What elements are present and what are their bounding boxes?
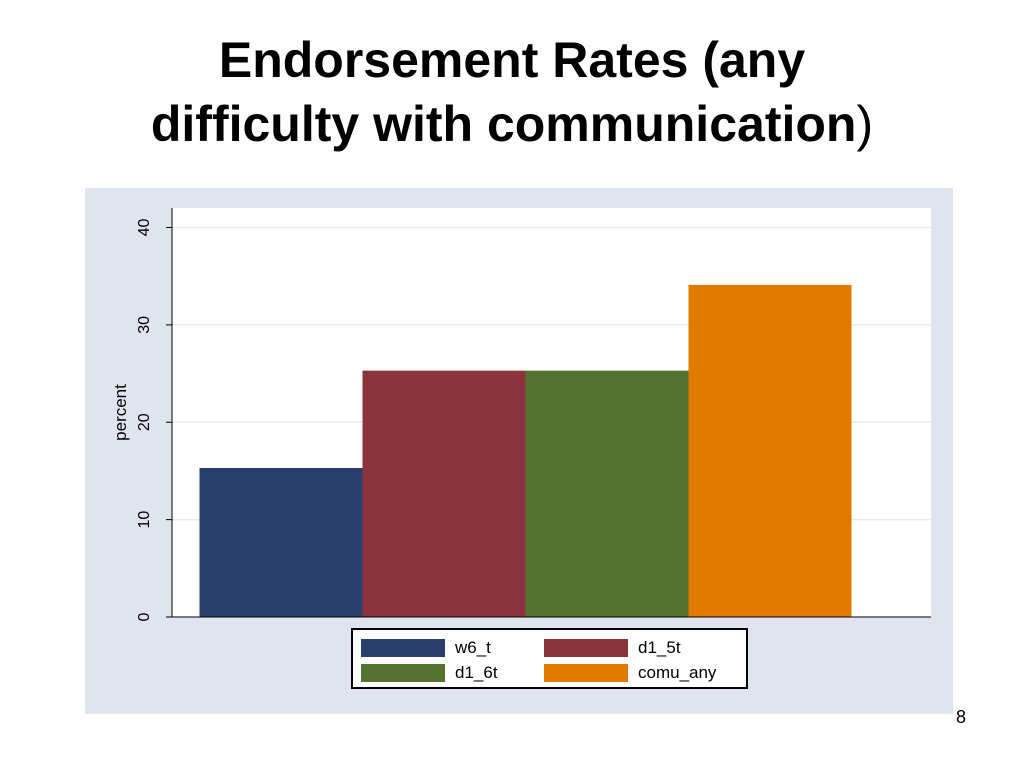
chart-legend: w6_t d1_5t d1_6t comu_any xyxy=(351,628,748,689)
legend-swatch-d1-6t xyxy=(361,664,445,682)
title-line-2: difficulty with communication) xyxy=(0,92,1024,156)
y-tick-label: 0 xyxy=(136,612,153,621)
y-tick-label: 40 xyxy=(136,218,153,236)
page-number: 8 xyxy=(955,707,966,727)
legend-item-comu-any: comu_any xyxy=(544,663,716,683)
bar-d1-5t xyxy=(362,370,526,617)
legend-swatch-w6-t xyxy=(361,639,445,657)
bar-w6-t xyxy=(199,468,363,617)
title-line-2-text: difficulty with communication xyxy=(150,96,857,152)
title-closing-paren: ) xyxy=(856,96,874,152)
legend-label-comu-any: comu_any xyxy=(638,663,717,682)
chart-panel: 0 10 20 30 40 percent xyxy=(85,188,953,714)
legend-item-d1-5t: d1_5t xyxy=(544,638,681,658)
bar-comu-any xyxy=(688,284,852,617)
legend-label-d1-6t: d1_6t xyxy=(455,663,498,682)
y-tick-label: 10 xyxy=(136,511,153,529)
y-axis-label: percent xyxy=(111,384,130,441)
y-tick-label: 20 xyxy=(136,413,153,431)
legend-item-d1-6t: d1_6t xyxy=(361,663,498,683)
legend-label-d1-5t: d1_5t xyxy=(638,638,681,657)
legend-item-w6-t: w6_t xyxy=(361,638,491,658)
legend-swatch-comu-any xyxy=(544,664,628,682)
legend-label-w6-t: w6_t xyxy=(455,638,491,657)
bar-d1-6t xyxy=(525,370,689,617)
y-tick-label: 30 xyxy=(136,316,153,334)
title-line-1: Endorsement Rates (any xyxy=(218,32,806,88)
slide-title: Endorsement Rates (any difficulty with c… xyxy=(0,28,1024,156)
bar-chart: 0 10 20 30 40 percent xyxy=(111,208,931,621)
legend-swatch-d1-5t xyxy=(544,639,628,657)
